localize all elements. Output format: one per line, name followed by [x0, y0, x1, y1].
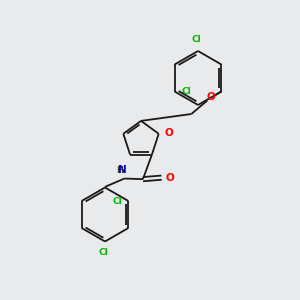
Text: O: O	[166, 172, 175, 183]
Text: Cl: Cl	[181, 87, 191, 96]
Text: N: N	[118, 165, 127, 175]
Text: H: H	[116, 166, 123, 175]
Text: O: O	[206, 92, 215, 103]
Text: Cl: Cl	[112, 196, 122, 206]
Text: Cl: Cl	[192, 35, 201, 44]
Text: O: O	[164, 128, 173, 138]
Text: Cl: Cl	[99, 248, 108, 257]
